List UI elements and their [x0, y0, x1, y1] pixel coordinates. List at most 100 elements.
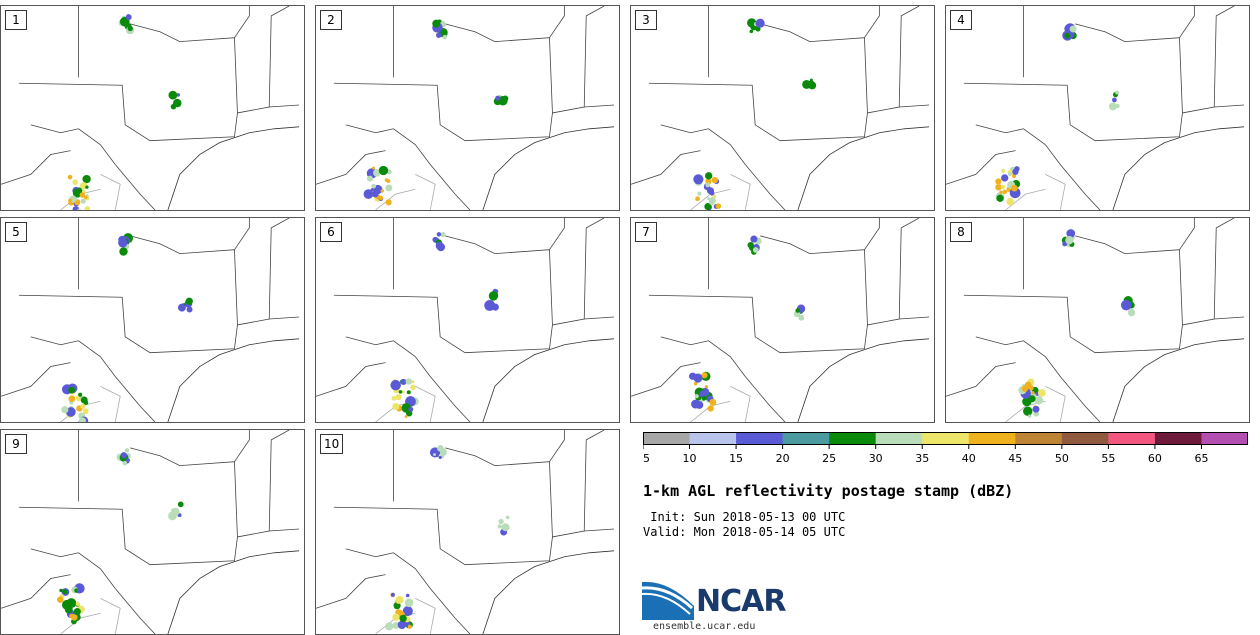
echo-cell [170, 103, 177, 110]
echo-cell [85, 185, 89, 189]
echo-cell [1064, 32, 1071, 39]
echo-cell [405, 593, 410, 598]
echo-cell [1012, 174, 1017, 179]
boundary-line [18, 82, 238, 142]
boundary-line [415, 173, 436, 210]
boundary-line [415, 385, 436, 422]
echo-cell [1127, 309, 1136, 317]
boundary-line [549, 430, 565, 462]
echo-cell [68, 198, 72, 203]
boundary-line [100, 173, 121, 210]
boundary-line [1075, 23, 1183, 113]
boundary-line [167, 126, 300, 210]
echo-cell [68, 395, 76, 403]
boundary-line [482, 338, 615, 422]
echo-cell [498, 518, 504, 525]
boundary-line [864, 218, 880, 250]
echo-cell [125, 458, 131, 463]
echo-cell [1112, 97, 1117, 103]
boundary-line [1045, 173, 1066, 210]
basemap [631, 6, 930, 210]
colorbar-bin [968, 432, 1016, 445]
echo-cell [750, 235, 758, 243]
echo-cell [372, 166, 376, 170]
boundary-line [963, 82, 1183, 142]
echo-cell [79, 192, 86, 198]
boundary-line [269, 104, 300, 108]
basemap [946, 218, 1245, 422]
echo-cell [705, 172, 713, 180]
member-panel-1: 1 [0, 5, 305, 211]
member-label: 7 [635, 222, 657, 242]
colorbar-tick-label: 55 [1101, 452, 1115, 465]
boundary-line [345, 124, 471, 210]
member-panel-3: 3 [630, 5, 935, 211]
echo-cell [385, 199, 392, 206]
echo-cell [709, 398, 717, 406]
echo-cell [395, 394, 402, 401]
colorbar-bin [922, 432, 970, 445]
boundary-line [864, 6, 880, 38]
basemap [316, 6, 615, 210]
member-panel-10: 10 [315, 429, 620, 635]
boundary-line [345, 548, 471, 634]
echo-cell [400, 378, 407, 385]
colorbar-tick-label: 65 [1194, 452, 1208, 465]
echo-cell [705, 182, 711, 188]
echo-cell [1027, 414, 1032, 418]
echo-cell [1006, 197, 1015, 206]
echo-cell [171, 507, 180, 516]
echo-cell [1108, 102, 1117, 111]
echo-cell [798, 314, 805, 321]
boundary-line [234, 430, 250, 462]
boundary-line [631, 150, 701, 185]
echo-cell [809, 78, 813, 82]
boundary-line [234, 218, 250, 250]
colorbar-bin [829, 432, 877, 445]
boundary-line [269, 316, 300, 320]
boundary-line [237, 6, 290, 114]
boundary-line [1045, 385, 1066, 422]
boundary-line [1, 362, 71, 397]
member-label: 9 [5, 434, 27, 454]
member-panel-9: 9 [0, 429, 305, 635]
boundary-line [946, 150, 1016, 185]
colorbar-border [643, 432, 1248, 445]
echo-cell [73, 608, 81, 616]
boundary-line [584, 104, 615, 108]
echo-cell [1034, 396, 1044, 405]
boundary-line [415, 597, 436, 634]
boundary-line [30, 548, 156, 634]
boundary-line [549, 6, 565, 38]
echo-cell [366, 175, 373, 182]
boundary-line [1182, 218, 1235, 326]
echo-cell [505, 515, 510, 520]
member-label: 5 [5, 222, 27, 242]
boundary-line [167, 338, 300, 422]
colorbar-tick-label: 20 [776, 452, 790, 465]
echo-cell [707, 405, 714, 412]
boundary-line [963, 294, 1183, 354]
echo-cell [378, 165, 389, 176]
echo-cell [750, 23, 754, 27]
basemap [1, 6, 300, 210]
echo-cell [808, 81, 817, 90]
boundary-line [899, 104, 930, 108]
boundary-line [18, 506, 238, 566]
boundary-line [237, 430, 290, 538]
echo-cell [694, 394, 699, 399]
echo-cell [1001, 174, 1009, 182]
boundary-line [552, 218, 605, 326]
echo-cell [1120, 299, 1132, 311]
echo-cell [390, 379, 401, 391]
basemap [631, 218, 930, 422]
echo-cell [397, 620, 407, 630]
echo-cell [1028, 395, 1036, 403]
echo-cell [77, 208, 81, 210]
echo-cell [404, 414, 408, 418]
echo-cell [120, 452, 127, 459]
boundary-line [760, 235, 868, 325]
boundary-line [730, 385, 751, 422]
boundary-line [316, 362, 386, 397]
figure-title: 1-km AGL reflectivity postage stamp (dBZ… [643, 482, 1014, 500]
